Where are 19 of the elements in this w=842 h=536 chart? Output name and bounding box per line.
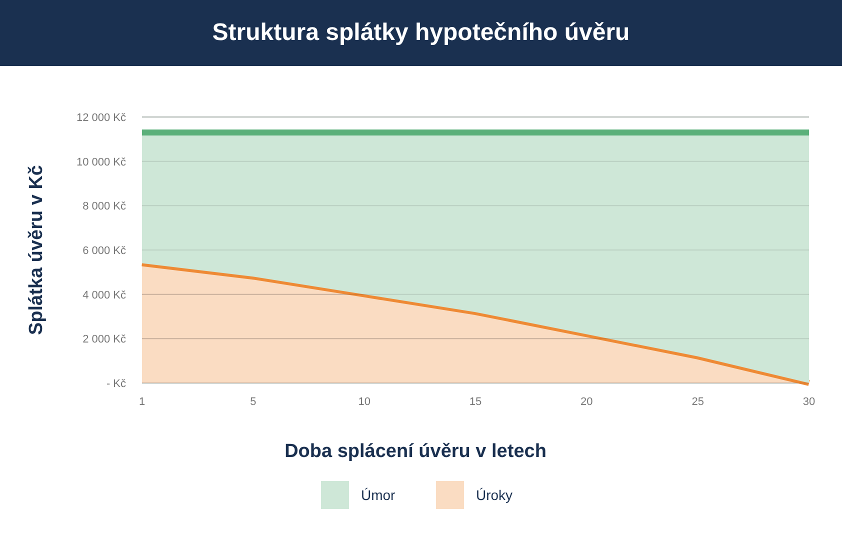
y-tick-label: 2 000 Kč bbox=[82, 334, 126, 346]
x-tick-label: 25 bbox=[692, 396, 704, 408]
y-tick-label: 8 000 Kč bbox=[82, 200, 126, 213]
x-tick-label: 1 bbox=[138, 396, 146, 408]
y-axis-title: Splátka úvěru v Kč bbox=[26, 164, 47, 336]
y-tick-label: 10 000 Kč bbox=[76, 156, 126, 168]
chart-title: Struktura splátky hypotečního úvěru bbox=[212, 19, 630, 46]
x-tick-label: 30 bbox=[802, 396, 816, 408]
x-axis-title: Doba splácení úvěru v letech bbox=[284, 441, 546, 462]
y-tick-label: - Kč bbox=[106, 378, 126, 390]
y-tick-label: 4 000 Kč bbox=[82, 289, 126, 302]
legend-label: Úmor bbox=[361, 487, 396, 503]
x-tick-label: 10 bbox=[358, 396, 370, 408]
x-tick-label: 5 bbox=[250, 396, 256, 408]
y-tick-label: 6 000 Kč bbox=[82, 245, 126, 257]
x-tick-label: 15 bbox=[469, 396, 482, 408]
x-tick-label: 20 bbox=[580, 396, 593, 408]
legend-label: Úroky bbox=[476, 487, 513, 503]
y-tick-label: 12 000 Kč bbox=[76, 112, 126, 124]
